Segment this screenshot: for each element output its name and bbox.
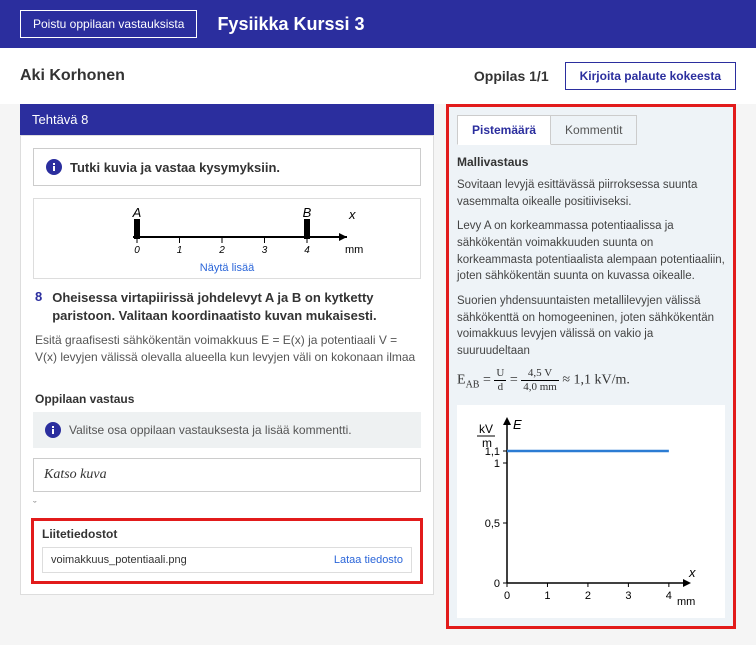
- svg-text:kV: kV: [479, 422, 493, 436]
- svg-text:1: 1: [494, 458, 500, 470]
- svg-text:4: 4: [304, 245, 310, 256]
- question-block: 8 Oheisessa virtapiirissä johdelevyt A j…: [21, 279, 433, 388]
- svg-text:1: 1: [177, 245, 183, 256]
- info-icon: [46, 159, 62, 175]
- comment-hint-box: Valitse osa oppilaan vastauksesta ja lis…: [33, 412, 421, 448]
- svg-text:0: 0: [494, 578, 500, 590]
- tab-points[interactable]: Pistemäärä: [457, 115, 551, 145]
- svg-text:4: 4: [666, 590, 672, 602]
- model-answer-label: Mallivastaus: [457, 155, 725, 169]
- student-name: Aki Korhonen: [20, 67, 125, 85]
- comment-hint-text: Valitse osa oppilaan vastauksesta ja lis…: [69, 423, 352, 437]
- svg-text:0: 0: [504, 590, 510, 602]
- exit-button[interactable]: Poistu oppilaan vastauksista: [20, 10, 197, 38]
- student-counter: Oppilas 1/1: [474, 68, 549, 84]
- number-line-diagram: 0 1 2 3 4 A Bx mm Näytä lisää: [33, 198, 421, 279]
- svg-text:3: 3: [625, 590, 631, 602]
- svg-text:0,5: 0,5: [485, 518, 500, 530]
- svg-text:x: x: [348, 207, 356, 222]
- student-answer-label: Oppilaan vastaus: [35, 392, 419, 406]
- left-column: Tehtävä 8 Tutki kuvia ja vastaa kysymyks…: [20, 104, 434, 595]
- student-answer[interactable]: Katso kuva: [33, 458, 421, 492]
- attachment-filename: voimakkuus_potentiaali.png: [51, 554, 187, 566]
- top-bar: Poistu oppilaan vastauksista Fysiikka Ku…: [0, 0, 756, 48]
- tabs: Pistemäärä Kommentit: [457, 115, 725, 145]
- download-link[interactable]: Lataa tiedosto: [334, 554, 403, 566]
- model-p2: Levy A on korkeammassa potentiaalissa ja…: [457, 218, 725, 285]
- tab-comments[interactable]: Kommentit: [551, 115, 637, 145]
- svg-text:E: E: [513, 417, 522, 432]
- instruction-box: Tutki kuvia ja vastaa kysymyksiin.: [33, 148, 421, 186]
- right-column: Pistemäärä Kommentit Mallivastaus Sovita…: [446, 104, 736, 629]
- attachment-row: voimakkuus_potentiaali.png Lataa tiedost…: [42, 547, 412, 573]
- svg-text:1: 1: [544, 590, 550, 602]
- show-more-link[interactable]: Näytä lisää: [40, 262, 414, 274]
- sub-header: Aki Korhonen Oppilas 1/1 Kirjoita palaut…: [0, 48, 756, 104]
- instruction-text: Tutki kuvia ja vastaa kysymyksiin.: [70, 160, 280, 175]
- info-icon: [45, 422, 61, 438]
- formula: EAB = Ud = 4,5 V4,0 mm ≈ 1,1 kV/m.: [457, 368, 725, 393]
- svg-text:m: m: [482, 436, 492, 450]
- svg-text:x: x: [688, 565, 696, 580]
- caret-row: ˇ: [33, 500, 421, 512]
- chart-svg: 00,511,101234kVmExmm: [461, 411, 711, 611]
- chart-wrap: 00,511,101234kVmExmm: [457, 405, 725, 618]
- model-p1: Sovitaan levyjä esittävässä piirroksessa…: [457, 177, 725, 210]
- svg-text:mm: mm: [677, 596, 695, 608]
- svg-text:B: B: [303, 207, 312, 220]
- course-title: Fysiikka Kurssi 3: [217, 14, 364, 35]
- question-text: Oheisessa virtapiirissä johdelevyt A ja …: [52, 289, 419, 324]
- attachments-label: Liitetiedostot: [42, 527, 412, 541]
- svg-text:mm: mm: [345, 244, 363, 256]
- question-number: 8: [35, 289, 42, 324]
- svg-text:2: 2: [585, 590, 591, 602]
- question-desc: Esitä graafisesti sähkökentän voimakkuus…: [35, 332, 419, 366]
- number-line-svg: 0 1 2 3 4 A Bx mm: [77, 207, 377, 257]
- svg-text:A: A: [132, 207, 142, 220]
- feedback-button[interactable]: Kirjoita palaute kokeesta: [565, 62, 736, 90]
- task-header: Tehtävä 8: [20, 104, 434, 135]
- svg-text:0: 0: [134, 245, 140, 256]
- svg-text:3: 3: [262, 245, 268, 256]
- model-p3: Suorien yhdensuuntaisten metallilevyjen …: [457, 293, 725, 360]
- attachments-panel: Liitetiedostot voimakkuus_potentiaali.pn…: [31, 518, 423, 584]
- task-body: Tutki kuvia ja vastaa kysymyksiin. 0 1 2 3 4…: [20, 135, 434, 595]
- svg-text:2: 2: [218, 245, 225, 256]
